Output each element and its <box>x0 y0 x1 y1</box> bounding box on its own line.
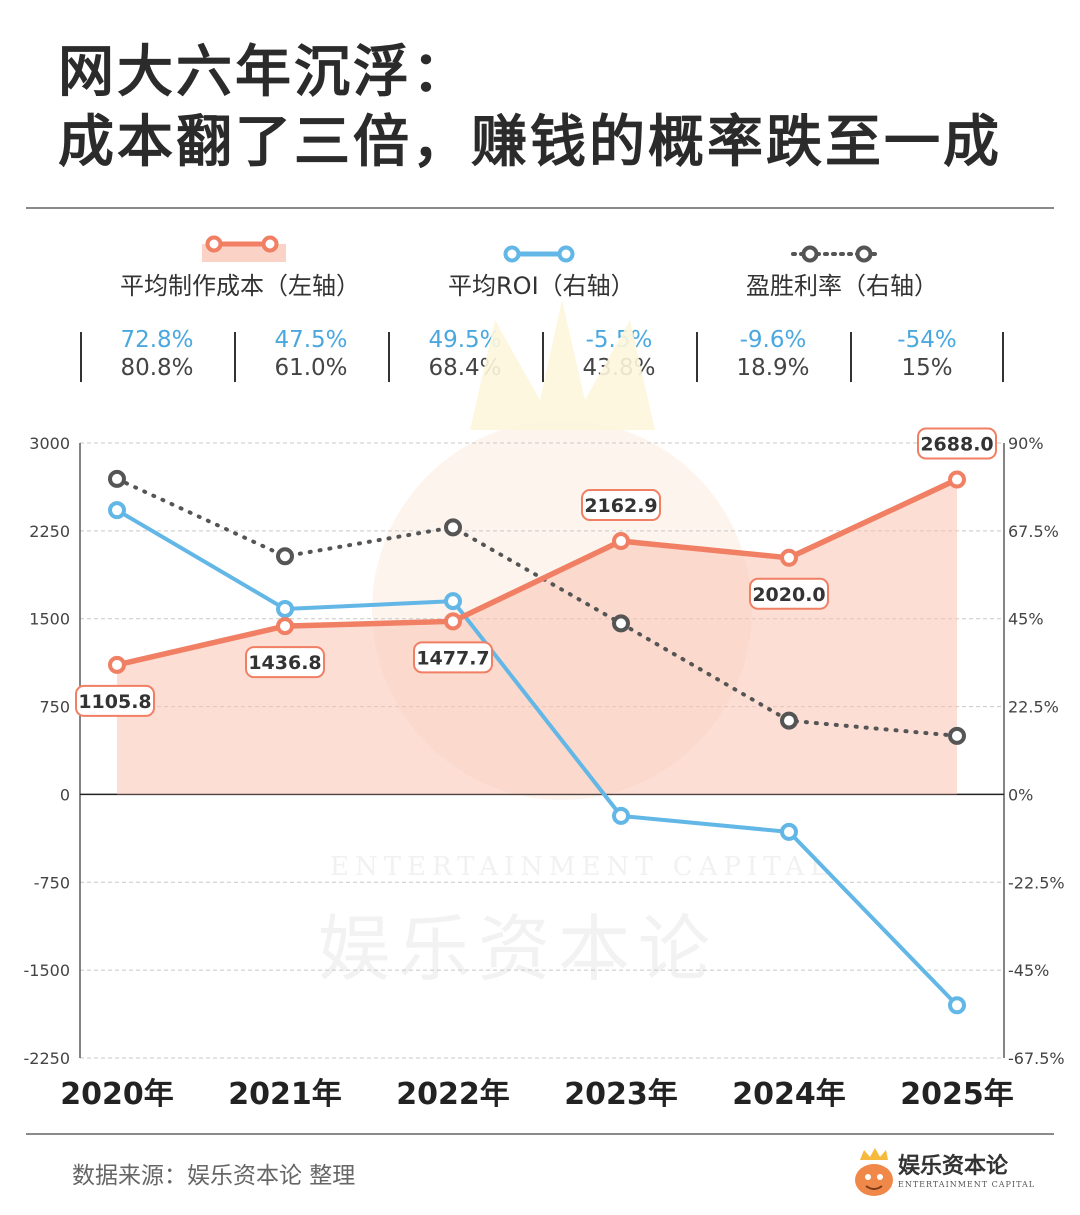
win-rate-line <box>115 476 959 738</box>
stat-roi: 72.8% <box>120 327 194 353</box>
cost-point <box>108 655 126 674</box>
stats-divider <box>234 332 236 382</box>
right-tick-label: 0% <box>1008 785 1033 804</box>
mascot-icon <box>855 1148 893 1196</box>
cost-data-label-box <box>245 646 325 679</box>
cost-data-label: 2162.9 <box>584 495 657 517</box>
cost-data-label: 2020.0 <box>752 584 825 606</box>
x-tick-label: 2022年 <box>396 1077 510 1112</box>
left-tick-label: 0 <box>60 785 70 804</box>
win-rate-point <box>780 711 798 730</box>
win-rate-point <box>276 547 294 566</box>
watermark-crown <box>470 300 655 430</box>
stat-roi: -9.6% <box>739 327 807 353</box>
stats-divider <box>542 332 544 382</box>
x-tick-label: 2023年 <box>564 1077 678 1112</box>
cost-data-label-box <box>581 489 661 522</box>
stat-roi: -54% <box>897 327 957 353</box>
legend-roi-symbol <box>503 245 575 263</box>
cost-point <box>444 612 462 631</box>
left-tick-label: -1500 <box>24 961 71 980</box>
cost-data-label-box <box>413 641 493 674</box>
x-tick-label: 2024年 <box>732 1077 846 1112</box>
stat-win: 18.9% <box>736 355 810 381</box>
right-tick-label: -22.5% <box>1008 873 1065 892</box>
stat-2021: 47.5% 61.0% <box>234 326 388 384</box>
legend-roi-label: 平均ROI（右轴） <box>448 272 635 300</box>
cost-data-label-box <box>75 684 155 717</box>
x-tick-label: 2021年 <box>228 1077 342 1112</box>
stat-roi: 47.5% <box>274 327 348 353</box>
data-source: 数据来源：娱乐资本论 整理 <box>72 1163 356 1189</box>
title-line-2: 成本翻了三倍，赚钱的概率跌至一成 <box>58 110 1002 175</box>
stats-divider <box>80 332 82 382</box>
right-tick-label: 45% <box>1008 610 1044 629</box>
left-tick-label: 1500 <box>29 610 70 629</box>
left-tick-label: 3000 <box>29 434 70 453</box>
win-rate-point <box>444 518 462 537</box>
x-tick-label: 2025年 <box>900 1077 1014 1112</box>
brand-logo: 娱乐资本论 ENTERTAINMENT CAPITAL <box>848 1146 1038 1200</box>
right-tick-label: 67.5% <box>1008 522 1059 541</box>
roi-point <box>780 822 798 841</box>
right-tick-label: -67.5% <box>1008 1049 1065 1068</box>
top-divider <box>26 207 1054 209</box>
cost-point <box>276 617 294 636</box>
roi-line <box>115 508 959 1007</box>
watermark-en: ENTERTAINMENT CAPITAL <box>330 852 834 882</box>
stats-divider <box>850 332 852 382</box>
watermark-cn: 娱乐资本论 <box>318 907 719 991</box>
roi-point <box>612 806 630 825</box>
cost-data-label-box <box>749 577 829 610</box>
right-tick-label: -45% <box>1008 961 1049 980</box>
legend-win-symbol <box>791 245 882 263</box>
right-tick-label: 22.5% <box>1008 698 1059 717</box>
left-tick-label: -2250 <box>24 1049 71 1068</box>
stats-divider <box>696 332 698 382</box>
stat-win: 61.0% <box>274 355 348 381</box>
cost-data-label: 1477.7 <box>416 647 489 669</box>
stats-divider <box>388 332 390 382</box>
roi-point <box>444 592 462 611</box>
line-chart: 3000 90% 2250 67.5% 1500 45% 750 22.5% 0 0% -750 -2… <box>24 300 1065 1112</box>
roi-point <box>948 996 966 1015</box>
cost-point <box>780 548 798 567</box>
stat-win: 15% <box>901 355 953 381</box>
legend-symbols <box>202 235 882 263</box>
left-tick-label: 750 <box>39 698 70 717</box>
left-tick-label: 2250 <box>29 522 70 541</box>
cost-data-label: 2688.0 <box>920 434 993 456</box>
stat-2024: -9.6% 18.9% <box>696 326 850 384</box>
cost-data-label-box <box>917 427 997 460</box>
x-tick-label: 2020年 <box>60 1077 174 1112</box>
bottom-divider <box>26 1133 1054 1135</box>
legend-win-label: 盈胜利率（右轴） <box>746 272 938 300</box>
page-title: 网大六年沉浮： 成本翻了三倍，赚钱的概率跌至一成 <box>58 38 1002 178</box>
win-rate-point <box>948 726 966 745</box>
cost-data-label: 1105.8 <box>78 691 151 713</box>
roi-point <box>276 599 294 618</box>
stat-2020: 72.8% 80.8% <box>80 326 234 384</box>
cost-line <box>116 477 959 668</box>
win-rate-point <box>108 469 126 488</box>
stats-row: 72.8% 80.8% 47.5% 61.0% 49.5% 68.4% -5.5… <box>80 326 1004 384</box>
stats-divider <box>1002 332 1004 382</box>
left-tick-label: -750 <box>34 873 70 892</box>
cost-point <box>612 532 630 551</box>
stat-2025: -54% 15% <box>850 326 1004 384</box>
logo-name: 娱乐资本论 <box>898 1153 1009 1179</box>
legend-cost-label: 平均制作成本（左轴） <box>120 272 360 300</box>
roi-point <box>108 501 126 520</box>
legend-cost-symbol <box>202 235 286 262</box>
right-tick-label: 90% <box>1008 434 1044 453</box>
cost-point <box>948 470 966 489</box>
cost-data-label: 1436.8 <box>248 652 321 674</box>
logo-sub: ENTERTAINMENT CAPITAL <box>898 1180 1036 1189</box>
stat-win: 80.8% <box>120 355 194 381</box>
cost-area <box>117 479 957 795</box>
win-rate-point <box>612 614 630 633</box>
title-line-1: 网大六年沉浮： <box>58 40 471 105</box>
